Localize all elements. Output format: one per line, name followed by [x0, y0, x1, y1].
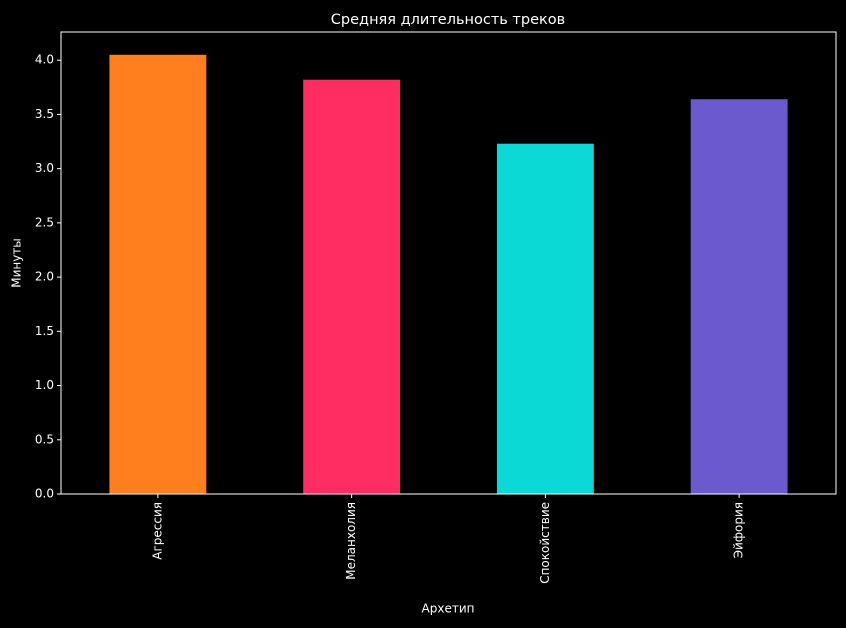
bar: [109, 54, 207, 494]
chart-title: Средняя длительность треков: [331, 12, 565, 28]
y-tick-label: 4.0: [35, 53, 54, 67]
bar: [496, 143, 594, 494]
bar: [303, 79, 401, 494]
x-tick-label: Спокойствие: [538, 502, 552, 584]
y-tick-label: 0.0: [35, 487, 54, 501]
y-tick-label: 3.0: [35, 161, 54, 175]
y-tick-label: 3.5: [35, 107, 54, 121]
y-tick-label: 1.5: [35, 324, 54, 338]
y-tick-label: 2.0: [35, 270, 54, 284]
x-tick-label: Эйфория: [732, 502, 746, 558]
y-axis-label: Минуты: [10, 238, 24, 288]
bar: [690, 99, 788, 494]
x-axis-label: Архетип: [422, 602, 475, 616]
y-tick-label: 1.0: [35, 378, 54, 392]
x-tick-label: Меланхолия: [344, 502, 358, 580]
x-tick-label: Агрессия: [150, 502, 164, 560]
y-tick-label: 2.5: [35, 215, 54, 229]
plot-frame: [60, 31, 837, 495]
y-tick-label: 0.5: [35, 432, 54, 446]
